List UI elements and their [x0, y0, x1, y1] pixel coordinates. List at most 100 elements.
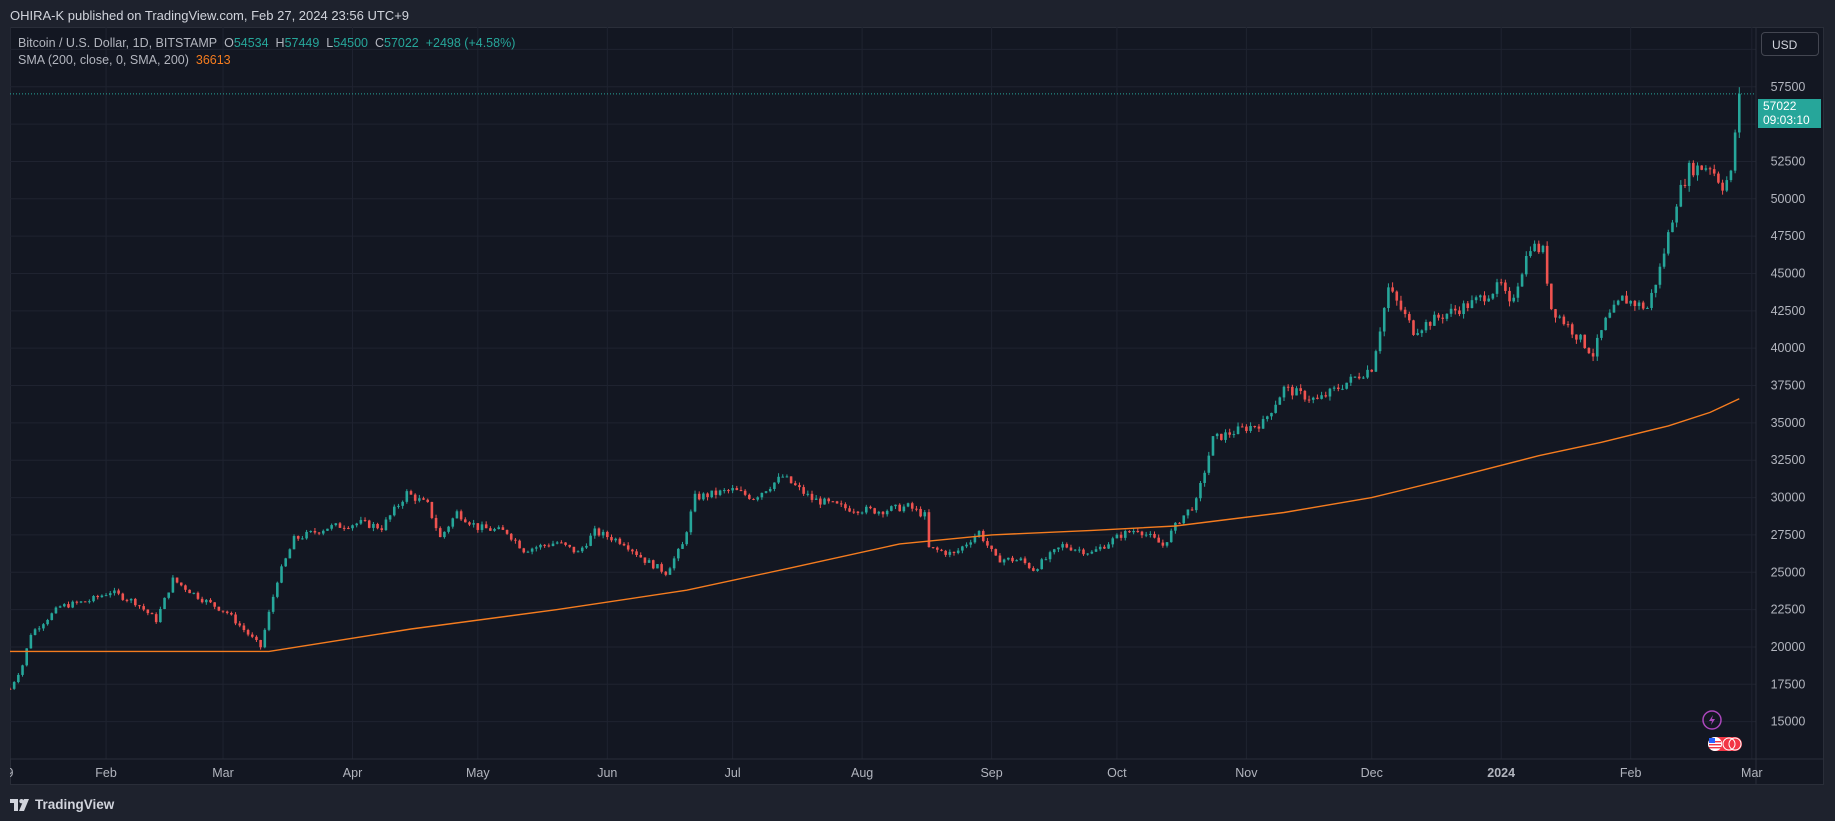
candle-body [802, 487, 805, 494]
candle-body [576, 551, 580, 553]
candle-body [1491, 293, 1495, 299]
candle-body [100, 595, 104, 598]
candle-body [1495, 282, 1499, 294]
candle-body [1449, 308, 1453, 314]
candle-body [1395, 291, 1399, 301]
candle-body [1027, 563, 1031, 569]
candle-body [79, 601, 83, 603]
price-axis[interactable]: 15000 17500 20000 22500 25000 27500 30000 32500… [1771, 42, 1806, 728]
candle-body [1040, 559, 1044, 570]
candle-body [1616, 300, 1620, 305]
candle-body [681, 544, 684, 549]
candle-body [1474, 297, 1478, 301]
candle-body [1408, 314, 1411, 321]
candle-body [405, 491, 409, 502]
last-price-value: 57022 [1763, 99, 1797, 113]
candle-body [965, 544, 968, 547]
x-tick-label: Feb [1620, 766, 1642, 780]
candle-body [839, 503, 843, 505]
x-tick-label: May [466, 766, 490, 780]
candle-body [1311, 397, 1315, 400]
candle-body [1353, 376, 1357, 378]
candle-body [238, 623, 242, 626]
candle-body [1666, 232, 1670, 254]
candle-body [936, 547, 939, 550]
candle-body [1341, 388, 1344, 390]
candle-body [810, 493, 814, 500]
candle-body [1445, 313, 1449, 319]
candle-body [539, 544, 542, 548]
candle-body [472, 523, 475, 525]
legend-sma-row: SMA (200, close, 0, SMA, 200) 36613 [18, 52, 515, 69]
tradingview-logo-icon [10, 798, 29, 811]
sma-title[interactable]: SMA (200, close, 0, SMA, 200) [18, 53, 189, 67]
candle-body [455, 511, 459, 519]
candle-body [129, 598, 133, 601]
candle-body [1412, 320, 1415, 335]
candle-body [860, 512, 864, 514]
candle-body [313, 530, 317, 533]
candlestick-chart[interactable]: 15000 17500 20000 22500 25000 27500 30000 32500… [10, 27, 1824, 785]
candle-body [906, 503, 910, 507]
candle-body [1349, 376, 1353, 383]
candle-body [125, 599, 129, 601]
tradingview-logo[interactable]: TradingView [10, 797, 114, 812]
candle-body [1737, 93, 1741, 133]
us-economic-events-icon[interactable] [1708, 737, 1742, 751]
candle-body [138, 605, 141, 607]
candle-body [1215, 433, 1219, 437]
candle-body [718, 490, 722, 495]
candle-body [388, 515, 392, 520]
candle-body [1295, 388, 1298, 396]
candle-body [163, 597, 166, 610]
candle-body [196, 592, 200, 599]
candle-body [748, 494, 751, 499]
candle-body [509, 533, 513, 540]
candle-body [1157, 537, 1160, 543]
candle-body [113, 590, 116, 594]
candle-body [447, 526, 450, 532]
y-tick-label: 45000 [1771, 266, 1806, 280]
currency-button[interactable]: USD [1761, 32, 1819, 56]
candle-body [1286, 386, 1290, 388]
candle-body [693, 493, 697, 512]
candle-body [1203, 472, 1206, 483]
candle-body [1174, 522, 1177, 531]
candle-body [1554, 309, 1557, 318]
candle-body [1211, 436, 1215, 456]
candle-body [1270, 412, 1273, 417]
flash-event-icon[interactable] [1702, 710, 1722, 730]
candle-body [159, 609, 162, 623]
candle-body [1190, 509, 1194, 511]
candle-body [1069, 547, 1073, 551]
y-tick-label: 40000 [1771, 341, 1806, 355]
candle-body [1249, 426, 1252, 431]
candle-body [484, 524, 488, 529]
candle-body [1558, 316, 1561, 318]
y-tick-label: 50000 [1771, 192, 1806, 206]
candle-body [852, 511, 856, 513]
candle-body [1420, 330, 1424, 334]
candle-body [1541, 245, 1545, 253]
candle-body [1144, 534, 1148, 536]
candle-body [1090, 551, 1094, 554]
candle-body [280, 566, 283, 583]
symbol-title[interactable]: Bitcoin / U.S. Dollar, 1D, BITSTAMP [18, 36, 218, 50]
candle-body [284, 558, 287, 567]
candle-body [175, 577, 179, 583]
candle-body [1562, 316, 1566, 325]
y-tick-label: 20000 [1771, 640, 1806, 654]
candle-body [1199, 482, 1202, 499]
candle-body [1366, 369, 1369, 378]
candle-body [1512, 297, 1516, 302]
candle-body [489, 528, 492, 531]
candle-body [1499, 282, 1503, 284]
y-tick-label: 42500 [1771, 304, 1806, 318]
candle-body [902, 506, 906, 512]
candle-body [29, 635, 33, 649]
candle-body [1437, 314, 1440, 318]
candle-body [714, 490, 718, 495]
candle-body [1570, 324, 1574, 335]
time-axis[interactable]: 9 Feb Mar Apr May Jun Jul Aug Sep Oct Nov Dec 2024 Fe… [10, 766, 1763, 780]
candle-body [1253, 426, 1257, 428]
